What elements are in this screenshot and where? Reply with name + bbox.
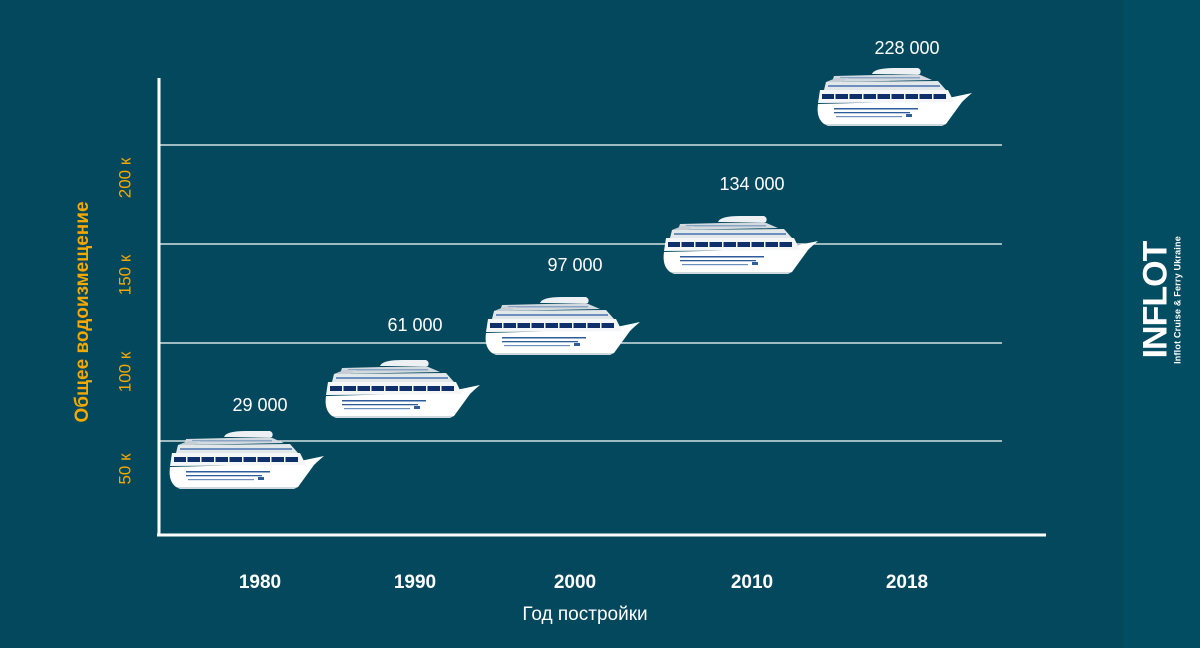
- y-tick-label: 50 к: [115, 453, 134, 485]
- ship-markers: [169, 68, 972, 489]
- data-label: 29 000: [232, 395, 287, 415]
- gridlines: [159, 144, 1002, 442]
- x-tick-label: 2000: [554, 572, 596, 593]
- brand-tagline: Inflot Cruise & Ferry Ukraine: [1172, 236, 1183, 364]
- x-tick-label: 1990: [394, 572, 436, 593]
- data-label: 134 000: [719, 174, 784, 194]
- brand-logo: INFLOT Inflot Cruise & Ferry Ukraine: [1136, 236, 1184, 364]
- ship-marker: [169, 431, 324, 489]
- y-axis-title: Общее водоизмещение: [72, 201, 93, 422]
- x-axis-title: Год постройки: [522, 604, 647, 625]
- ship-marker: [817, 68, 972, 126]
- ship-marker: [325, 360, 480, 418]
- value-labels: 29 000 61 000 97 000 134 000 228 000: [232, 38, 939, 415]
- data-label: 61 000: [387, 315, 442, 335]
- x-tick-labels: 1980 1990 2000 2010 2018: [239, 572, 928, 593]
- y-tick-label: 150 к: [115, 254, 134, 295]
- y-tick-labels: 50 к 100 к 150 к 200 к: [115, 157, 134, 484]
- y-tick-label: 200 к: [115, 157, 134, 198]
- brand-sidebar: [1123, 0, 1200, 648]
- x-tick-label: 2018: [886, 572, 928, 593]
- brand-name: INFLOT: [1136, 241, 1175, 359]
- y-tick-label: 100 к: [115, 351, 134, 392]
- ship-marker: [485, 297, 640, 355]
- x-tick-label: 1980: [239, 572, 281, 593]
- ship-marker: [663, 216, 818, 274]
- data-label: 228 000: [874, 38, 939, 58]
- data-label: 97 000: [547, 255, 602, 275]
- x-tick-label: 2010: [731, 572, 773, 593]
